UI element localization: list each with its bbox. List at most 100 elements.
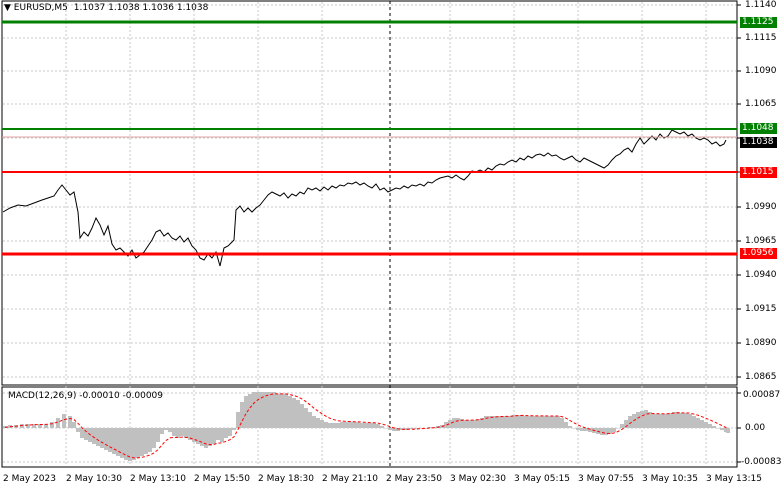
macd-bar xyxy=(708,424,712,428)
price-tick: 1.1140 xyxy=(745,0,777,10)
price-pane-frame xyxy=(1,0,738,386)
time-tick: 2 May 23:50 xyxy=(386,474,442,484)
macd-bar xyxy=(704,422,708,428)
macd-bar xyxy=(600,428,604,435)
macd-bar xyxy=(320,420,324,428)
macd-bar xyxy=(720,428,724,430)
macd-bar xyxy=(536,416,540,428)
time-tick: 2 May 2023 xyxy=(3,474,56,484)
macd-bar xyxy=(348,422,352,428)
macd-bar xyxy=(408,428,412,429)
ohlc-values: 1.1037 1.1038 1.1036 1.1038 xyxy=(73,3,209,13)
macd-bar xyxy=(472,420,476,428)
price-line xyxy=(2,129,727,267)
macd-bar xyxy=(268,392,272,428)
macd-bar xyxy=(484,416,488,428)
macd-bar xyxy=(726,428,730,433)
macd-bar xyxy=(116,428,120,456)
macd-bar xyxy=(488,416,492,428)
macd-bar xyxy=(540,416,544,428)
level-tag-0956: 1.0956 xyxy=(740,248,777,259)
price-tick: 1.0890 xyxy=(745,338,777,348)
macd-bar xyxy=(132,428,136,460)
price-tick: 1.0965 xyxy=(745,236,777,246)
macd-bar xyxy=(56,418,60,428)
macd-bar xyxy=(372,423,376,428)
time-tick: 2 May 13:10 xyxy=(130,474,186,484)
macd-bar xyxy=(100,428,104,448)
macd-bar xyxy=(656,414,660,428)
macd-bar xyxy=(644,410,648,428)
macd-bar xyxy=(588,428,592,432)
macd-bar xyxy=(716,428,720,429)
level-tag-1125: 1.1125 xyxy=(740,17,777,28)
macd-bar xyxy=(392,428,396,431)
macd-bar xyxy=(464,420,468,428)
macd-bar xyxy=(224,428,228,438)
macd-bar xyxy=(256,392,260,428)
triangle-down-icon[interactable]: ▼ xyxy=(4,3,11,13)
macd-bar xyxy=(96,428,100,446)
macd-bar xyxy=(520,415,524,428)
macd-bar xyxy=(492,416,496,428)
macd-bar xyxy=(636,412,640,428)
macd-bar xyxy=(648,412,652,428)
time-tick: 2 May 21:10 xyxy=(322,474,378,484)
macd-bar xyxy=(284,394,288,428)
current-price-tag: 1.1038 xyxy=(740,137,777,148)
price-tick: 1.1065 xyxy=(745,99,777,109)
macd-bar xyxy=(452,418,456,428)
macd-bar xyxy=(108,428,112,452)
macd-bar xyxy=(524,416,528,428)
macd-bar xyxy=(624,420,628,428)
macd-bar xyxy=(80,428,84,438)
price-tick: 1.1115 xyxy=(745,33,777,43)
macd-bar xyxy=(480,418,484,428)
macd-bar xyxy=(628,416,632,428)
macd-bar xyxy=(512,415,516,428)
macd-bar xyxy=(260,392,264,428)
macd-bar xyxy=(556,416,560,428)
macd-bar xyxy=(336,423,340,428)
macd-bar xyxy=(544,416,548,428)
macd-bar xyxy=(548,416,552,428)
macd-bar xyxy=(144,428,148,454)
macd-bar xyxy=(176,428,180,438)
macd-tick: 0.00087 xyxy=(743,390,781,400)
level-tag-1015: 1.1015 xyxy=(740,167,777,178)
macd-bar xyxy=(280,394,284,428)
macd-bar xyxy=(148,428,152,452)
macd-bar xyxy=(264,392,268,428)
macd-bar xyxy=(344,422,348,428)
macd-bar xyxy=(272,392,276,428)
macd-bar xyxy=(332,423,336,428)
time-tick: 2 May 18:30 xyxy=(258,474,314,484)
macd-bar xyxy=(468,420,472,428)
macd-bar xyxy=(140,428,144,456)
macd-bar xyxy=(364,423,368,428)
macd-bar xyxy=(356,422,360,428)
macd-bar xyxy=(584,428,588,431)
macd-bar xyxy=(164,428,168,430)
price-tick: 1.0990 xyxy=(745,202,777,212)
macd-bar xyxy=(352,422,356,428)
macd-bar xyxy=(216,428,220,440)
macd-bar xyxy=(384,428,388,429)
macd-bar xyxy=(684,413,688,428)
macd-bar xyxy=(672,412,676,428)
macd-bar xyxy=(412,428,416,429)
macd-bar xyxy=(660,414,664,428)
macd-bar xyxy=(576,428,580,430)
macd-bar xyxy=(84,428,88,440)
macd-bar xyxy=(552,416,556,428)
macd-bar xyxy=(532,416,536,428)
macd-bar xyxy=(232,428,236,430)
macd-bar xyxy=(312,416,316,428)
macd-bar xyxy=(640,411,644,428)
macd-bar xyxy=(204,428,208,448)
macd-bar xyxy=(188,428,192,440)
macd-bar xyxy=(508,416,512,428)
macd-bar xyxy=(444,422,448,428)
macd-bar xyxy=(572,428,576,429)
